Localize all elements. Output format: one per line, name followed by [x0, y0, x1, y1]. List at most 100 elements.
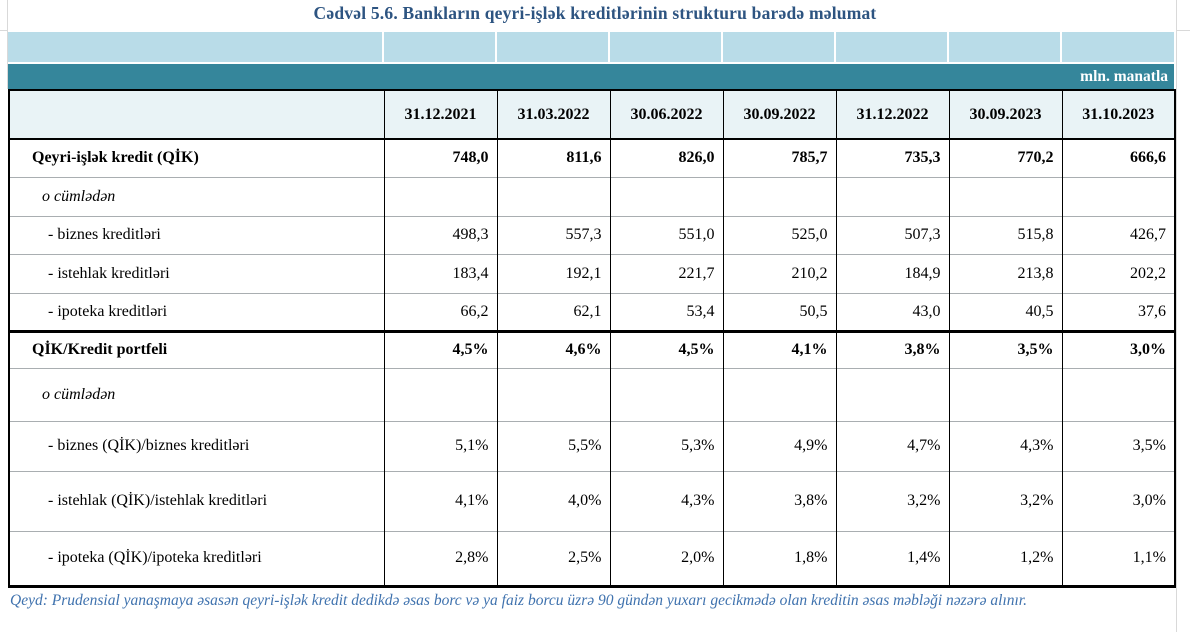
- cell-value: 3,0%: [1061, 471, 1176, 531]
- column-header-date: 31.12.2022: [835, 89, 950, 140]
- cell-value: [1061, 177, 1176, 216]
- column-header-date: 30.09.2022: [722, 89, 837, 140]
- row-label: - biznes kreditləri: [8, 216, 385, 254]
- cell-value: 525,0: [722, 216, 837, 254]
- unit-label: mln. manatla: [1080, 68, 1168, 85]
- band-separator: [382, 32, 384, 62]
- column-header-date: 31.10.2023: [1061, 89, 1176, 140]
- cell-value: 4,1%: [722, 331, 837, 368]
- cell-value: 62,1: [496, 293, 611, 331]
- cell-value: 53,4: [609, 293, 724, 331]
- cell-value: 5,5%: [496, 421, 611, 471]
- cell-value: 4,5%: [609, 331, 724, 368]
- cell-value: [383, 177, 498, 216]
- table-row: - ipoteka kreditləri 66,2 62,1 53,4 50,5 43,0…: [8, 293, 1176, 331]
- column-header-date: 30.06.2022: [609, 89, 724, 140]
- column-header-date: 31.12.2021: [383, 89, 498, 140]
- cell-value: 183,4: [383, 254, 498, 293]
- cell-value: 666,6: [1061, 139, 1176, 177]
- cell-value: 4,0%: [496, 471, 611, 531]
- cell-value: 826,0: [609, 139, 724, 177]
- cell-value: 748,0: [383, 139, 498, 177]
- cell-value: 515,8: [948, 216, 1063, 254]
- table-header-row: 31.12.2021 31.03.2022 30.06.2022 30.09.2022…: [8, 89, 1176, 140]
- cell-value: [722, 368, 837, 421]
- margin-gridline-right: [1176, 0, 1177, 632]
- cell-value: [722, 177, 837, 216]
- cell-value: 5,3%: [609, 421, 724, 471]
- cell-value: 221,7: [609, 254, 724, 293]
- table-row: - istehlak (QİK)/istehlak kreditləri 4,1%…: [8, 471, 1176, 531]
- row-label: o cümlədən: [8, 177, 385, 216]
- cell-value: 4,3%: [609, 471, 724, 531]
- cell-value: 3,0%: [1061, 331, 1176, 368]
- cell-value: 4,6%: [496, 331, 611, 368]
- unit-band: mln. manatla: [8, 64, 1174, 89]
- row-label: - ipoteka kreditləri: [8, 293, 385, 331]
- cell-value: 3,5%: [1061, 421, 1176, 471]
- cell-value: [835, 368, 950, 421]
- cell-value: 498,3: [383, 216, 498, 254]
- margin-gridline-left: [7, 0, 8, 89]
- band-separator: [834, 32, 836, 62]
- margin-gridline-tick-right: [1176, 30, 1190, 31]
- cell-value: [1061, 368, 1176, 421]
- table-row: Qeyri-işlək kredit (QİK) 748,0 811,6 826,0 7…: [8, 139, 1176, 177]
- cell-value: 66,2: [383, 293, 498, 331]
- cell-value: [383, 368, 498, 421]
- cell-value: 507,3: [835, 216, 950, 254]
- table-row: QİK/Kredit portfeli 4,5% 4,6% 4,5% 4,1% 3,8% 3…: [8, 331, 1176, 368]
- cell-value: 3,2%: [948, 471, 1063, 531]
- margin-gridline-tick-left: [0, 30, 8, 31]
- cell-value: 210,2: [722, 254, 837, 293]
- cell-value: 43,0: [835, 293, 950, 331]
- cell-value: [496, 177, 611, 216]
- row-label: - biznes (QİK)/biznes kreditləri: [8, 421, 385, 471]
- page-title: Cədvəl 5.6. Bankların qeyri-işlək kredit…: [313, 3, 877, 23]
- table-row: - ipoteka (QİK)/ipoteka kreditləri 2,8% 2,…: [8, 531, 1176, 586]
- table-row: o cümlədən: [8, 177, 1176, 216]
- cell-value: 4,5%: [383, 331, 498, 368]
- row-label: QİK/Kredit portfeli: [8, 331, 385, 368]
- cell-value: [948, 177, 1063, 216]
- row-label: o cümlədən: [8, 368, 385, 421]
- cell-value: 213,8: [948, 254, 1063, 293]
- cell-value: 37,6: [1061, 293, 1176, 331]
- cell-value: 1,4%: [835, 531, 950, 586]
- cell-value: 1,2%: [948, 531, 1063, 586]
- cell-value: 184,9: [835, 254, 950, 293]
- cell-value: 1,8%: [722, 531, 837, 586]
- cell-value: 3,8%: [722, 471, 837, 531]
- cell-value: 2,8%: [383, 531, 498, 586]
- cell-value: 2,0%: [609, 531, 724, 586]
- row-label: Qeyri-işlək kredit (QİK): [8, 139, 385, 177]
- empty-corner-cell: [8, 89, 385, 140]
- npl-structure-table: 31.12.2021 31.03.2022 30.06.2022 30.09.2022…: [8, 89, 1176, 588]
- cell-value: 4,9%: [722, 421, 837, 471]
- cell-value: 50,5: [722, 293, 837, 331]
- cell-value: 811,6: [496, 139, 611, 177]
- cell-value: 4,1%: [383, 471, 498, 531]
- cell-value: [835, 177, 950, 216]
- table-row: o cümlədən: [8, 368, 1176, 421]
- cell-value: 2,5%: [496, 531, 611, 586]
- cell-value: 1,1%: [1061, 531, 1176, 586]
- table-body: Qeyri-işlək kredit (QİK) 748,0 811,6 826,0 7…: [8, 139, 1176, 586]
- band-separator: [495, 32, 497, 62]
- cell-value: 770,2: [948, 139, 1063, 177]
- cell-value: 202,2: [1061, 254, 1176, 293]
- cell-value: [609, 177, 724, 216]
- table-row: - biznes kreditləri 498,3 557,3 551,0 525,0 5…: [8, 216, 1176, 254]
- cell-value: 5,1%: [383, 421, 498, 471]
- band-separator: [1060, 32, 1062, 62]
- footnote: Qeyd: Prudensial yanaşmaya əsasən qeyri-…: [10, 592, 1027, 609]
- column-header-date: 31.03.2022: [496, 89, 611, 140]
- cell-value: 192,1: [496, 254, 611, 293]
- cell-value: 4,3%: [948, 421, 1063, 471]
- cell-value: 4,7%: [835, 421, 950, 471]
- band-separator: [947, 32, 949, 62]
- row-label: - istehlak (QİK)/istehlak kreditləri: [8, 471, 385, 531]
- cell-value: [496, 368, 611, 421]
- row-label: - istehlak kreditləri: [8, 254, 385, 293]
